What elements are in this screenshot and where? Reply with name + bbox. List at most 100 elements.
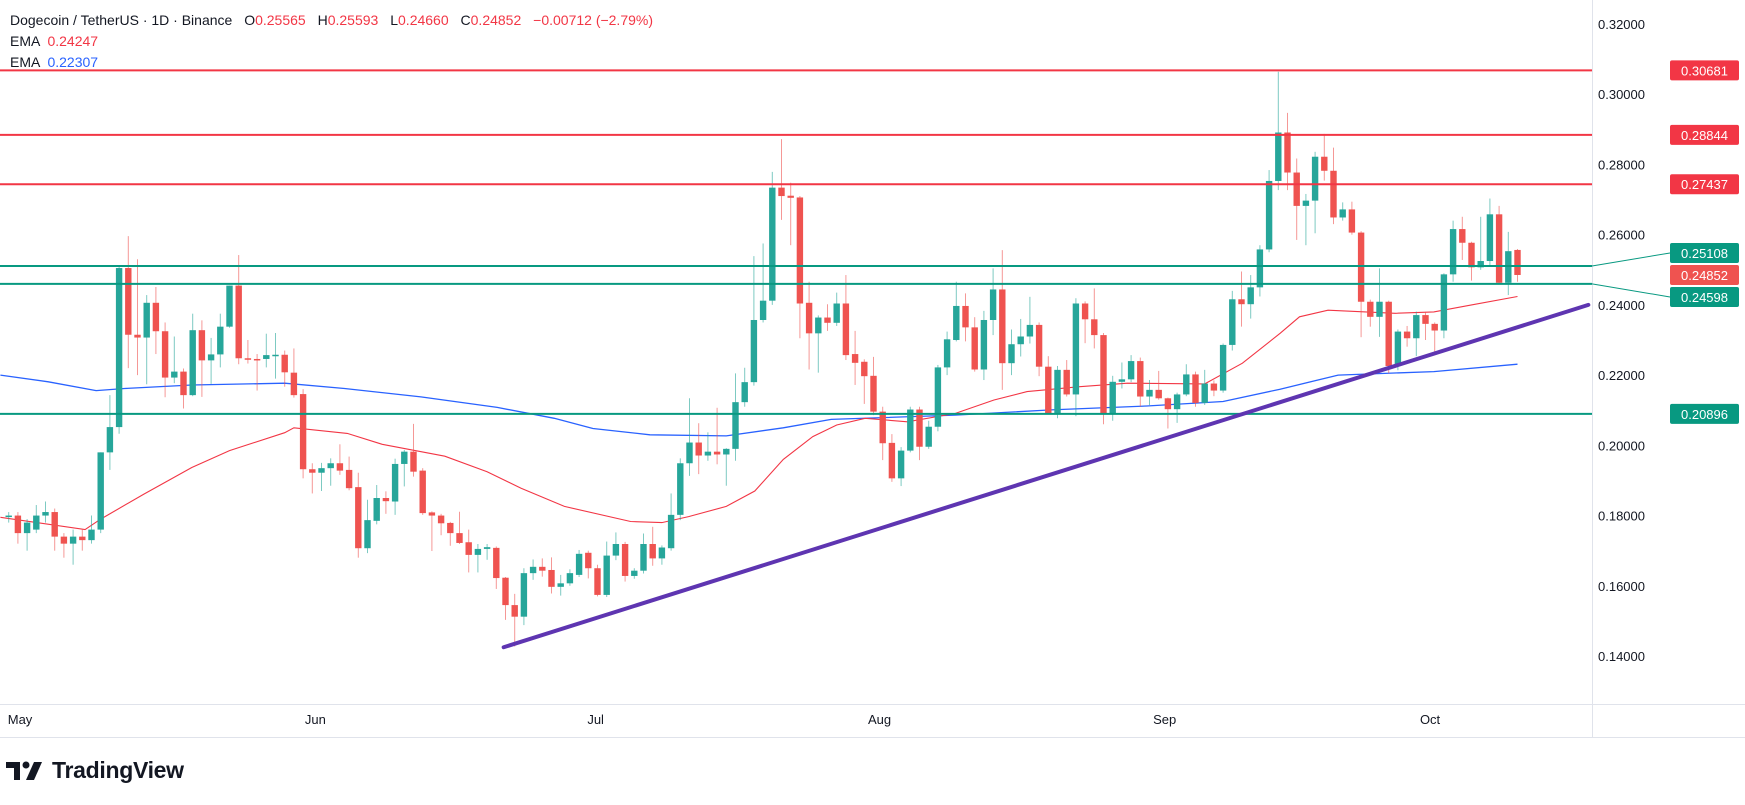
- candle-up[interactable]: [815, 317, 822, 334]
- candle-up[interactable]: [1146, 389, 1153, 397]
- candle-down[interactable]: [713, 451, 721, 455]
- candle-down[interactable]: [1137, 361, 1144, 397]
- candle-down[interactable]: [1514, 249, 1521, 275]
- candle-up[interactable]: [769, 187, 776, 301]
- ema-fast-line[interactable]: [0, 295, 1518, 531]
- candle-up[interactable]: [943, 339, 951, 368]
- candle-up[interactable]: [1302, 200, 1310, 206]
- candle-up[interactable]: [1394, 331, 1402, 366]
- candle-down[interactable]: [778, 187, 785, 197]
- candle-down[interactable]: [1468, 242, 1475, 268]
- candle-up[interactable]: [704, 451, 712, 456]
- candle-up[interactable]: [1339, 209, 1346, 218]
- candle-up[interactable]: [723, 448, 730, 455]
- candle-up[interactable]: [33, 515, 40, 530]
- candle-up[interactable]: [263, 355, 270, 359]
- ema-slow-line[interactable]: [0, 363, 1518, 437]
- candle-down[interactable]: [851, 354, 859, 363]
- candle-down[interactable]: [290, 372, 298, 396]
- candle-up[interactable]: [401, 451, 408, 464]
- candle-up[interactable]: [1449, 229, 1457, 275]
- candle-down[interactable]: [1081, 303, 1089, 320]
- candle-up[interactable]: [1219, 344, 1227, 391]
- candle-up[interactable]: [953, 305, 960, 341]
- candle-down[interactable]: [1321, 156, 1328, 171]
- candle-up[interactable]: [327, 463, 334, 469]
- candle-up[interactable]: [1054, 369, 1061, 414]
- candle-up[interactable]: [217, 326, 224, 355]
- candle-down[interactable]: [1284, 132, 1291, 173]
- candle-down[interactable]: [1422, 315, 1429, 324]
- candle-down[interactable]: [971, 327, 978, 370]
- candle-up[interactable]: [1477, 261, 1484, 268]
- candle-down[interactable]: [787, 195, 794, 198]
- candle-down[interactable]: [447, 522, 454, 534]
- candle-up[interactable]: [1026, 324, 1034, 337]
- candle-down[interactable]: [1155, 389, 1162, 399]
- candle-down[interactable]: [796, 197, 804, 304]
- candle-up[interactable]: [1017, 336, 1024, 345]
- candle-up[interactable]: [612, 544, 620, 556]
- candle-down[interactable]: [244, 358, 252, 360]
- symbol-title[interactable]: Dogecoin / TetherUS · 1D · Binance: [10, 12, 233, 28]
- candle-up[interactable]: [97, 452, 104, 530]
- candle-down[interactable]: [493, 547, 500, 579]
- candle-up[interactable]: [69, 536, 77, 544]
- candle-up[interactable]: [88, 529, 95, 541]
- candle-down[interactable]: [511, 605, 518, 617]
- candle-down[interactable]: [51, 512, 58, 537]
- candle-up[interactable]: [143, 302, 150, 338]
- candle-down[interactable]: [1063, 369, 1070, 395]
- candle-up[interactable]: [741, 382, 748, 403]
- candle-up[interactable]: [391, 463, 399, 502]
- candle-up[interactable]: [925, 426, 932, 447]
- candle-down[interactable]: [999, 289, 1006, 364]
- candle-up[interactable]: [833, 303, 840, 323]
- candle-down[interactable]: [1367, 301, 1374, 317]
- candle-down[interactable]: [1210, 383, 1218, 391]
- candle-up[interactable]: [566, 573, 574, 584]
- candle-down[interactable]: [428, 512, 436, 516]
- candle-up[interactable]: [115, 268, 123, 428]
- candle-up[interactable]: [189, 330, 196, 396]
- candle-up[interactable]: [1275, 132, 1282, 181]
- candle-down[interactable]: [1403, 331, 1411, 339]
- candle-down[interactable]: [1385, 301, 1392, 366]
- candle-up[interactable]: [1109, 381, 1116, 414]
- candle-down[interactable]: [14, 515, 22, 534]
- candle-down[interactable]: [1431, 323, 1438, 331]
- candle-down[interactable]: [355, 487, 362, 549]
- candle-up[interactable]: [226, 285, 233, 327]
- tradingview-logo[interactable]: TradingView: [6, 757, 184, 784]
- candle-down[interactable]: [235, 285, 242, 359]
- candle-up[interactable]: [1311, 156, 1319, 201]
- candle-up[interactable]: [907, 409, 914, 451]
- candle-up[interactable]: [677, 463, 684, 515]
- candle-down[interactable]: [1459, 229, 1466, 243]
- candle-down[interactable]: [539, 566, 546, 571]
- candle-up[interactable]: [364, 520, 371, 549]
- ema-slow-row[interactable]: EMA 0.22307: [10, 52, 653, 73]
- candle-up[interactable]: [1008, 344, 1015, 364]
- candle-down[interactable]: [1357, 232, 1365, 302]
- candle-up[interactable]: [750, 319, 758, 383]
- candle-up[interactable]: [1173, 394, 1181, 410]
- candle-down[interactable]: [548, 569, 555, 587]
- candle-down[interactable]: [861, 361, 868, 377]
- candle-up[interactable]: [1229, 299, 1236, 345]
- candle-up[interactable]: [474, 548, 482, 555]
- candle-down[interactable]: [1045, 366, 1052, 414]
- candle-up[interactable]: [631, 570, 638, 576]
- candle-down[interactable]: [253, 358, 261, 361]
- candle-up[interactable]: [207, 354, 215, 361]
- candle-down[interactable]: [161, 331, 169, 378]
- candle-down[interactable]: [152, 302, 160, 332]
- candle-down[interactable]: [621, 544, 629, 576]
- candle-down[interactable]: [60, 536, 68, 544]
- candle-down[interactable]: [649, 544, 656, 559]
- candle-up[interactable]: [1486, 214, 1494, 262]
- candle-down[interactable]: [1495, 214, 1503, 283]
- candle-down[interactable]: [79, 536, 86, 541]
- candle-down[interactable]: [180, 371, 187, 396]
